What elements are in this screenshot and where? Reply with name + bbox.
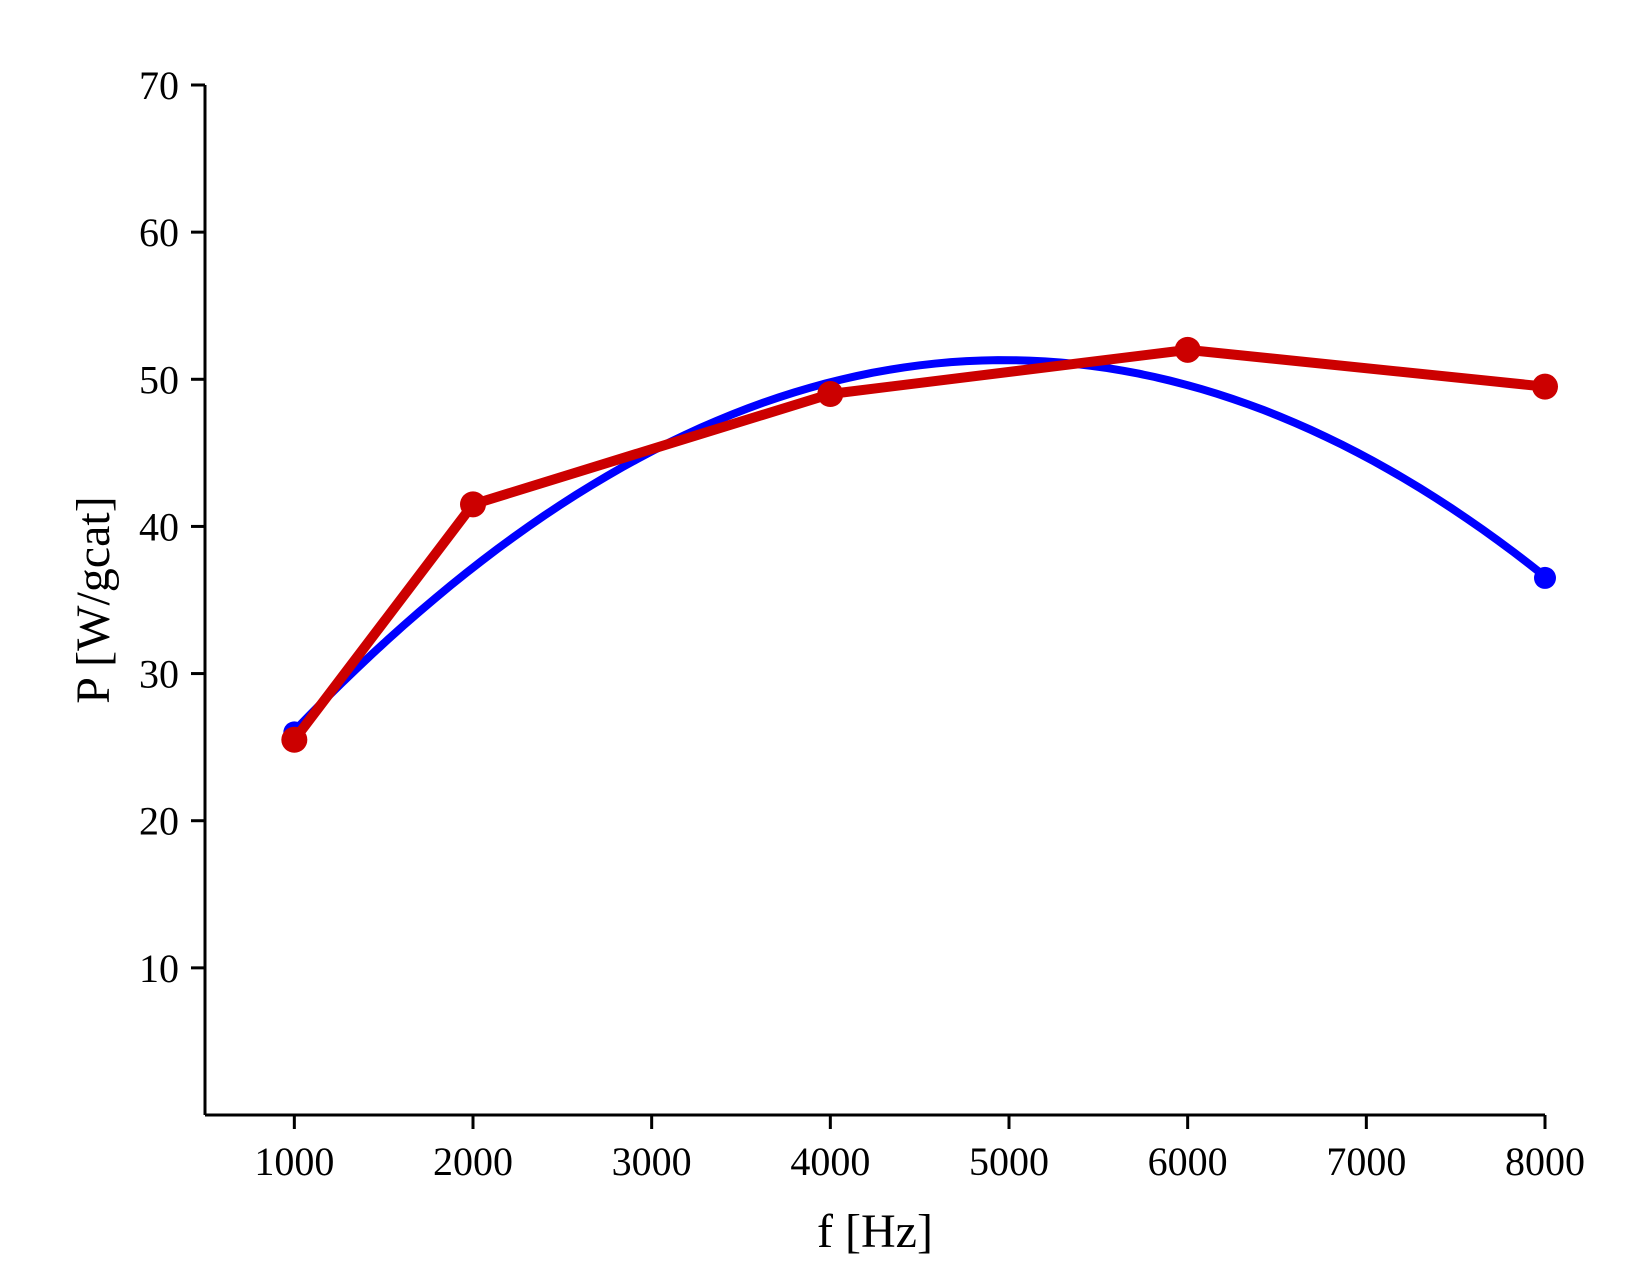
y-tick-label: 50 [139,357,179,402]
y-tick-label: 30 [139,652,179,697]
x-tick-label: 6000 [1148,1139,1228,1184]
series-marker [1534,567,1556,589]
series-marker [1175,337,1201,363]
line-chart: 1000 2000 3000 4000 5000 6000 7000 8000 10 20 30 40… [0,0,1638,1283]
chart-container: 1000 2000 3000 4000 5000 6000 7000 8000 10 20 30 40… [0,0,1638,1283]
series-marker [281,727,307,753]
series-marker [1532,374,1558,400]
y-tick-label: 10 [139,946,179,991]
y-tick-label: 20 [139,799,179,844]
series-marker [460,491,486,517]
x-axis-label: f [Hz] [817,1205,933,1258]
x-tick-label: 4000 [790,1139,870,1184]
x-tick-label: 2000 [433,1139,513,1184]
y-tick-label: 60 [139,210,179,255]
x-tick-label: 1000 [254,1139,334,1184]
series-marker [817,381,843,407]
x-tick-label: 7000 [1326,1139,1406,1184]
x-tick-label: 8000 [1505,1139,1585,1184]
y-axis-label: P [W/gcat] [67,496,120,703]
x-tick-label: 3000 [612,1139,692,1184]
y-tick-label: 70 [139,63,179,108]
x-tick-label: 5000 [969,1139,1049,1184]
y-tick-label: 40 [139,504,179,549]
